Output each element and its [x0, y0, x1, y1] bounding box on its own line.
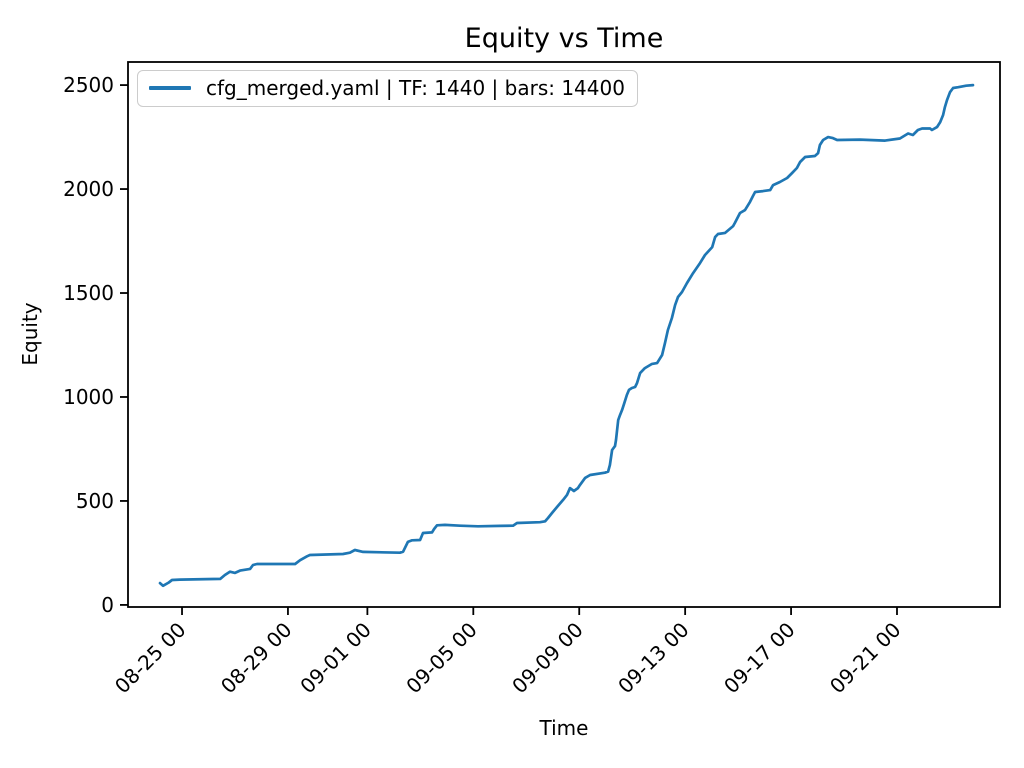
x-tick-label: 09-05 00 [401, 618, 482, 699]
x-tick-label: 09-13 00 [613, 618, 694, 699]
legend-line-sample [149, 86, 191, 90]
equity-series-line [158, 83, 975, 588]
plot-area-border [127, 61, 1001, 608]
x-tick-label: 09-17 00 [719, 618, 800, 699]
y-tick-label: 1000 [63, 385, 114, 409]
y-axis-label: Equity [18, 302, 42, 366]
chart-title: Equity vs Time [464, 23, 664, 54]
y-tick-label: 2000 [63, 177, 114, 201]
x-tick-label: 09-21 00 [825, 618, 906, 699]
x-axis-label: Time [539, 716, 589, 740]
y-tick-label: 2500 [63, 73, 114, 97]
legend: cfg_merged.yaml | TF: 1440 | bars: 14400 [137, 70, 638, 107]
x-tick-label: 09-09 00 [507, 618, 588, 699]
y-tick-label: 0 [101, 593, 114, 617]
x-tick-label: 08-25 00 [110, 618, 191, 699]
x-tick-label: 09-01 00 [295, 618, 376, 699]
x-tick-label: 08-29 00 [216, 618, 297, 699]
legend-label: cfg_merged.yaml | TF: 1440 | bars: 14400 [206, 76, 625, 100]
y-tick-label: 500 [76, 489, 114, 513]
y-tick-label: 1500 [63, 281, 114, 305]
